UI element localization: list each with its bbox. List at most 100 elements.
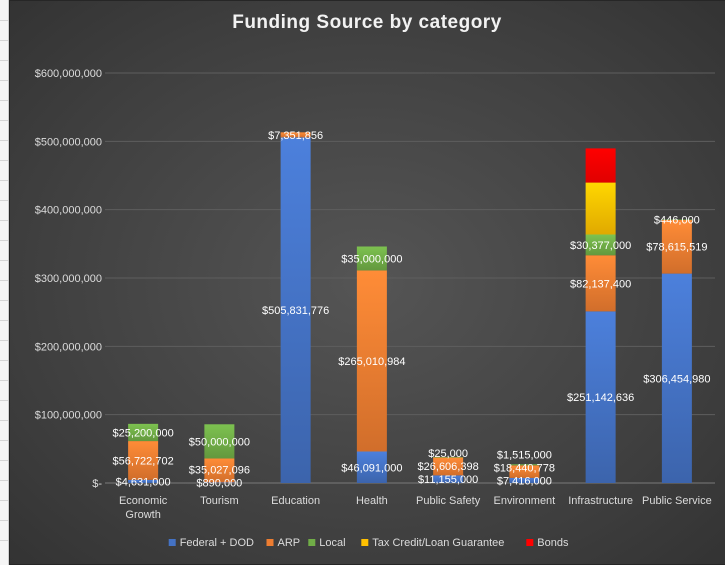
- bar-segment: [585, 182, 616, 235]
- bar-segment: [433, 475, 464, 483]
- bar-segment: [509, 465, 540, 478]
- data-label: $265,010,984: [338, 356, 405, 368]
- bar-segment: [661, 219, 692, 274]
- data-label: $50,000,000: [189, 436, 250, 448]
- bar-segment: [204, 482, 235, 483]
- bar-segment: [204, 424, 235, 459]
- bar-segment: [661, 273, 692, 483]
- gridlines: [105, 72, 715, 484]
- x-category-label: Health: [356, 495, 388, 507]
- data-label: $251,142,636: [567, 392, 634, 404]
- gutter-line: [0, 240, 8, 241]
- x-category-label: Public Service: [642, 495, 712, 507]
- data-label: $1,515,000: [497, 449, 552, 461]
- data-label: $306,454,980: [643, 373, 710, 385]
- bar-segment: [280, 132, 311, 138]
- data-label: $25,200,000: [113, 427, 174, 439]
- data-labels: $4,631,000 $56,722,702 $25,200,000 $890,000…: [113, 130, 711, 490]
- data-label: $11,155,000: [418, 474, 478, 486]
- bar-segment: [433, 457, 464, 476]
- data-label: $4,631,000: [116, 476, 171, 488]
- bar-segment: [204, 458, 235, 483]
- x-axis: Economic Growth Tourism Education Health Publ…: [119, 495, 712, 521]
- legend-label: Federal + DOD: [180, 537, 254, 549]
- bar-segment: [356, 451, 387, 483]
- data-label: $7,351,856: [268, 130, 323, 142]
- legend-label: Bonds: [537, 537, 569, 549]
- y-tick-label: $-: [92, 478, 102, 490]
- legend-swatch: [361, 539, 369, 546]
- data-label: $56,722,702: [113, 455, 174, 467]
- chart-title: Funding Source by category: [232, 12, 502, 33]
- gutter-line: [0, 220, 8, 221]
- data-label: $25,000: [428, 448, 468, 460]
- bar-segment: [433, 457, 464, 458]
- legend-label: ARP: [278, 537, 301, 549]
- legend-swatch: [168, 539, 176, 546]
- x-category-label: Education: [271, 495, 320, 507]
- gutter-line: [0, 200, 8, 201]
- data-label: $446,000: [654, 215, 700, 227]
- gutter-line: [0, 480, 8, 481]
- legend-swatch: [308, 539, 316, 546]
- gutter-line: [0, 60, 8, 61]
- x-category-label: Public Safety: [416, 495, 481, 507]
- data-label: $35,000,000: [341, 253, 402, 265]
- spreadsheet-row-gutter: [0, 0, 9, 565]
- stacked-bar-chart: Funding Source by category $- $100,000,00…: [35, 12, 715, 549]
- gutter-line: [0, 400, 8, 401]
- gutter-line: [0, 300, 8, 301]
- bar-segment: [509, 464, 540, 466]
- gutter-line: [0, 260, 8, 261]
- gutter-line: [0, 500, 8, 501]
- gutter-line: [0, 180, 8, 181]
- chart-area[interactable]: Funding Source by category $- $100,000,00…: [9, 0, 726, 565]
- gutter-line: [0, 420, 8, 421]
- x-category-label: Environment: [493, 495, 555, 507]
- gutter-line: [0, 20, 8, 21]
- bar-segment: [280, 137, 311, 484]
- data-label: $82,137,400: [570, 278, 631, 290]
- gutter-line: [0, 380, 8, 381]
- bar-segment: [128, 479, 159, 483]
- data-label: $35,027,096: [189, 465, 250, 477]
- bar-segment: [585, 255, 616, 312]
- legend-label: Tax Credit/Loan Guarantee: [372, 537, 504, 549]
- y-tick-label: $500,000,000: [35, 136, 102, 148]
- sheet-edge: [725, 0, 728, 565]
- y-tick-label: $100,000,000: [35, 410, 102, 422]
- bar-segment: [585, 148, 616, 183]
- bar-segment: [128, 423, 159, 442]
- data-label: $890,000: [196, 478, 242, 490]
- legend: Federal + DOD ARP Local Tax Credit/Loan Gua…: [168, 537, 569, 549]
- gutter-line: [0, 360, 8, 361]
- data-label: $78,615,519: [646, 242, 707, 254]
- data-label: $26,606,398: [418, 461, 479, 473]
- gutter-line: [0, 320, 8, 321]
- y-tick-label: $600,000,000: [35, 68, 102, 80]
- gutter-line: [0, 40, 8, 41]
- bar-segment: [509, 477, 540, 483]
- gutter-line: [0, 540, 8, 541]
- bar-segment: [356, 246, 387, 271]
- gutter-line: [0, 140, 8, 141]
- gutter-line: [0, 440, 8, 441]
- bar-segment: [585, 311, 616, 483]
- data-label: $7,416,000: [497, 475, 552, 487]
- y-tick-label: $200,000,000: [35, 341, 102, 353]
- data-label: $30,377,000: [570, 240, 631, 252]
- bar-segment: [661, 219, 692, 221]
- bars: [128, 132, 692, 484]
- gutter-line: [0, 100, 8, 101]
- x-category-label: Growth: [125, 509, 160, 521]
- bar-segment: [128, 441, 159, 480]
- gutter-line: [0, 80, 8, 81]
- legend-swatch: [266, 539, 274, 546]
- x-category-label: Tourism: [200, 495, 239, 507]
- bar-segment: [585, 234, 616, 256]
- y-tick-label: $300,000,000: [35, 273, 102, 285]
- legend-swatch: [526, 539, 534, 546]
- gutter-line: [0, 120, 8, 121]
- legend-label: Local: [319, 537, 345, 549]
- y-tick-label: $400,000,000: [35, 205, 102, 217]
